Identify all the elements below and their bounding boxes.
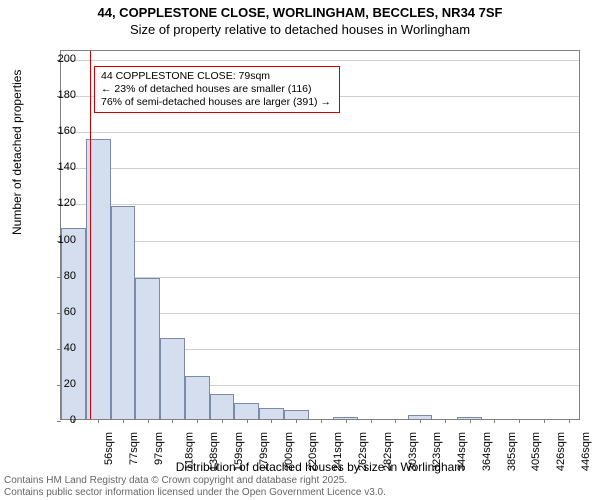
xtick-mark [148,419,149,423]
xtick-label: 118sqm [183,432,195,470]
xtick-label: 344sqm [456,432,468,471]
xtick-label: 426sqm [555,432,567,471]
xtick-mark [470,419,471,423]
ytick-label: 160 [36,125,76,137]
property-marker-line [90,51,91,419]
histogram-bar [135,278,160,419]
xtick-mark [519,419,520,423]
footer-line2: Contains public sector information licen… [4,487,386,498]
xtick-mark [346,419,347,423]
ytick-label: 200 [36,53,76,65]
annotation-box: 44 COPPLESTONE CLOSE: 79sqm ← 23% of det… [94,66,340,113]
xtick-label: 262sqm [357,432,369,471]
plot-area: 44 COPPLESTONE CLOSE: 79sqm ← 23% of det… [60,50,580,420]
xtick-label: 138sqm [209,432,221,471]
gridline [61,132,579,133]
xtick-mark [247,419,248,423]
annotation-line2: ← 23% of detached houses are smaller (11… [101,83,333,96]
y-axis-label: Number of detached properties [10,70,24,235]
histogram-bar [259,408,284,419]
chart-title-line2: Size of property relative to detached ho… [0,22,600,37]
xtick-mark [494,419,495,423]
xtick-mark [321,419,322,423]
xtick-mark [420,419,421,423]
histogram-bar [61,228,86,419]
xtick-mark [271,419,272,423]
ytick-label: 140 [36,161,76,173]
xtick-label: 303sqm [407,432,419,471]
annotation-line1: 44 COPPLESTONE CLOSE: 79sqm [101,70,333,83]
ytick-label: 180 [36,89,76,101]
xtick-label: 364sqm [481,432,493,471]
xtick-mark [395,419,396,423]
gridline [61,204,579,205]
xtick-mark [172,419,173,423]
xtick-label: 405sqm [530,432,542,471]
ytick-label: 60 [36,306,76,318]
xtick-label: 200sqm [283,432,295,471]
gridline [61,241,579,242]
xtick-label: 446sqm [580,432,592,471]
annotation-line3: 76% of semi-detached houses are larger (… [101,96,333,109]
xtick-mark [123,419,124,423]
histogram-bar [210,394,235,419]
xtick-label: 241sqm [332,432,344,471]
histogram-bar [234,403,259,419]
ytick-label: 0 [36,414,76,426]
xtick-label: 179sqm [258,432,270,471]
ytick-label: 80 [36,270,76,282]
xtick-mark [445,419,446,423]
xtick-mark [569,419,570,423]
xtick-label: 97sqm [153,432,165,465]
gridline [61,60,579,61]
xtick-label: 56sqm [103,432,115,465]
histogram-bar [111,206,136,419]
xtick-label: 323sqm [431,432,443,471]
xtick-mark [544,419,545,423]
ytick-label: 120 [36,197,76,209]
ytick-label: 100 [36,234,76,246]
chart-title-line1: 44, COPPLESTONE CLOSE, WORLINGHAM, BECCL… [0,5,600,20]
xtick-label: 159sqm [233,432,245,471]
footer-line1: Contains HM Land Registry data © Crown c… [4,475,347,486]
xtick-mark [197,419,198,423]
xtick-label: 220sqm [308,432,320,471]
xtick-label: 385sqm [506,432,518,471]
histogram-bar [185,376,210,419]
ytick-label: 20 [36,378,76,390]
xtick-label: 282sqm [382,432,394,471]
figure: 44, COPPLESTONE CLOSE, WORLINGHAM, BECCL… [0,0,600,500]
xtick-mark [371,419,372,423]
xtick-label: 77sqm [128,432,140,465]
histogram-bar [284,410,309,419]
xtick-mark [296,419,297,423]
histogram-bar [160,338,185,419]
xtick-mark [222,419,223,423]
xtick-mark [98,419,99,423]
gridline [61,168,579,169]
ytick-label: 40 [36,342,76,354]
